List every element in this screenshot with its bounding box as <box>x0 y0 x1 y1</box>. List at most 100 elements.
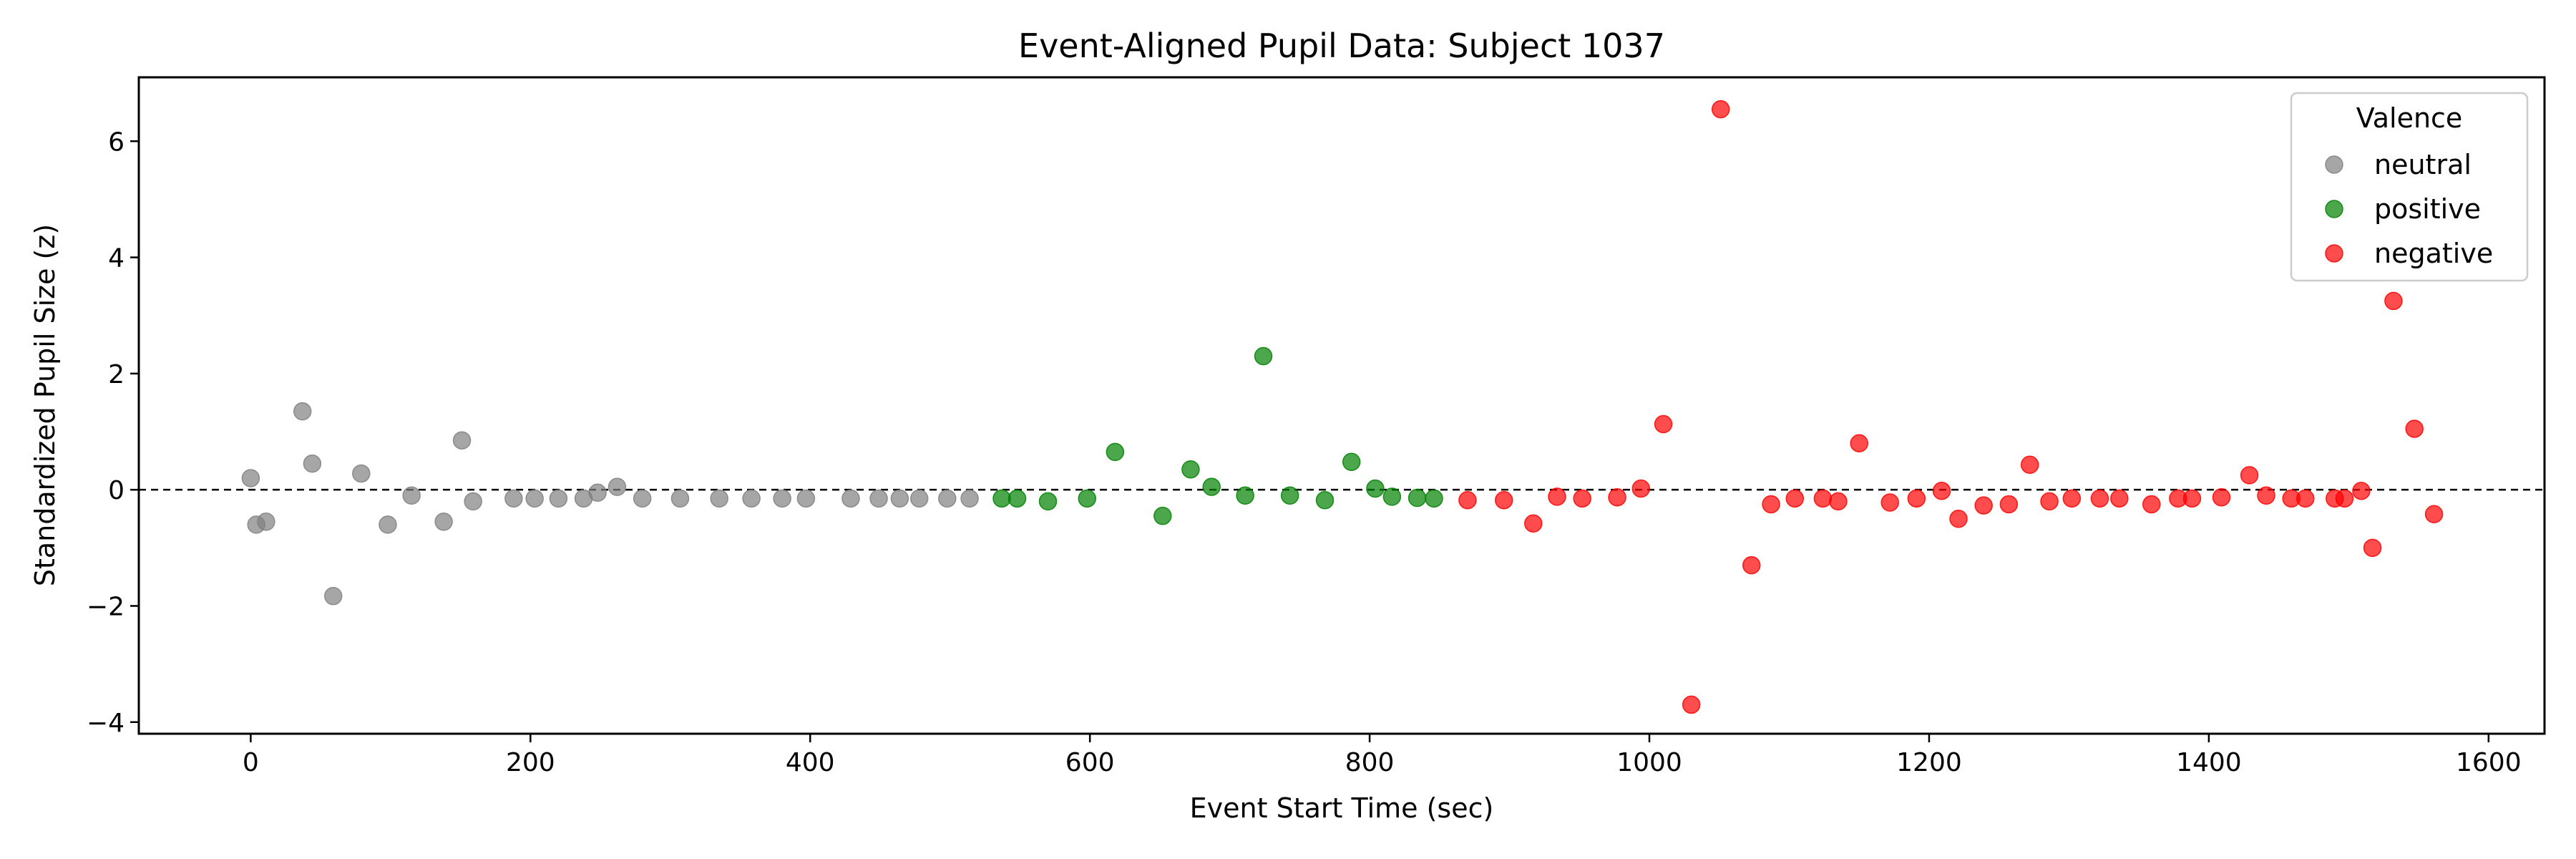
chart-title: Event-Aligned Pupil Data: Subject 1037 <box>1018 26 1665 65</box>
data-points <box>241 100 2444 714</box>
neutral-point <box>379 515 397 534</box>
negative-point <box>1974 496 1993 515</box>
y-tick-label: 4 <box>108 244 125 273</box>
negative-point <box>1813 489 1833 508</box>
negative-point <box>1762 495 1780 514</box>
negative-point <box>2110 489 2129 508</box>
neutral-point <box>670 489 690 508</box>
negative-point <box>2363 538 2382 558</box>
series-neutral <box>241 402 979 606</box>
positive-point <box>1342 452 1361 471</box>
neutral-point <box>841 489 860 508</box>
legend-box <box>2290 92 2529 282</box>
neutral-point <box>869 489 888 508</box>
negative-point <box>2142 495 2161 514</box>
negative-point <box>1999 495 2019 514</box>
negative-point <box>1949 509 1968 528</box>
neutral-point <box>710 489 728 508</box>
legend-title: Valence <box>2356 102 2463 134</box>
neutral-point <box>257 513 275 531</box>
x-axis: 0 200 400 600 800 1000 1200 1400 1600 <box>243 734 2522 777</box>
neutral-point <box>938 489 957 508</box>
legend: Valence neutral positive negative <box>2290 92 2529 282</box>
neutral-point <box>742 489 761 508</box>
positive-point <box>1425 489 1443 508</box>
positive-point <box>1202 477 1221 496</box>
negative-point <box>1932 482 1951 500</box>
negative-point <box>2182 489 2202 508</box>
legend-marker-neutral <box>2325 155 2343 174</box>
negative-point <box>2352 482 2371 500</box>
plot-area-frame <box>137 76 2546 735</box>
legend-marker-negative <box>2325 244 2343 263</box>
negative-point <box>2405 419 2424 438</box>
negative-point <box>2296 489 2315 508</box>
negative-point <box>1907 489 1926 508</box>
series-negative <box>1458 100 2444 714</box>
negative-point <box>2020 455 2039 475</box>
negative-point <box>2040 492 2059 511</box>
negative-point <box>2240 466 2259 485</box>
neutral-point <box>549 489 568 508</box>
x-tick-label: 800 <box>1345 748 1395 777</box>
y-axis: −4 −2 0 2 4 6 <box>87 127 139 738</box>
positive-point <box>1153 506 1172 525</box>
negative-point <box>1631 479 1651 498</box>
neutral-point <box>608 477 627 496</box>
positive-point <box>1407 488 1427 508</box>
series-positive <box>992 346 1443 525</box>
negative-point <box>1608 487 1626 507</box>
positive-point <box>1366 479 1385 498</box>
neutral-point <box>633 489 652 508</box>
negative-point <box>1850 434 1868 452</box>
positive-point <box>1236 486 1254 505</box>
negative-point <box>1654 414 1673 434</box>
negative-point <box>2424 505 2444 524</box>
x-tick-label: 1000 <box>1616 748 1682 777</box>
negative-point <box>2062 489 2082 508</box>
negative-point <box>2335 489 2354 508</box>
positive-point <box>1382 487 1402 506</box>
negative-point <box>1524 514 1543 533</box>
neutral-point <box>323 586 343 606</box>
neutral-point <box>796 489 816 508</box>
x-tick-label: 1400 <box>2176 748 2242 777</box>
neutral-point <box>293 402 312 421</box>
neutral-point <box>525 489 544 508</box>
positive-point <box>1106 442 1125 462</box>
negative-point <box>1829 492 1848 511</box>
negative-point <box>1711 100 1730 119</box>
negative-point <box>2212 487 2231 507</box>
positive-point <box>1254 346 1273 366</box>
negative-point <box>1880 493 1899 512</box>
positive-point <box>1181 460 1200 479</box>
x-axis-title: Event Start Time (sec) <box>1190 792 1494 824</box>
x-tick-label: 200 <box>506 748 555 777</box>
neutral-point <box>402 486 421 505</box>
x-tick-label: 1600 <box>2456 748 2522 777</box>
y-tick-label: −2 <box>87 592 125 621</box>
neutral-point <box>303 454 322 473</box>
x-tick-label: 1200 <box>1896 748 1962 777</box>
neutral-point <box>352 464 371 483</box>
negative-point <box>1573 489 1591 508</box>
negative-point <box>1494 491 1513 510</box>
y-tick-label: 2 <box>108 360 125 389</box>
legend-label-positive: positive <box>2374 193 2481 225</box>
negative-point <box>1742 555 1761 575</box>
negative-point <box>1682 695 1701 714</box>
legend-marker-positive <box>2325 200 2343 218</box>
negative-point <box>1548 487 1566 506</box>
negative-point <box>2090 489 2109 508</box>
neutral-point <box>960 489 979 508</box>
positive-point <box>1315 491 1335 510</box>
positive-point <box>992 489 1011 508</box>
neutral-point <box>464 492 482 511</box>
positive-point <box>1078 489 1097 508</box>
negative-point <box>2257 486 2275 505</box>
negative-point <box>1785 489 1805 508</box>
negative-point <box>2384 291 2403 311</box>
positive-point <box>1008 489 1027 508</box>
